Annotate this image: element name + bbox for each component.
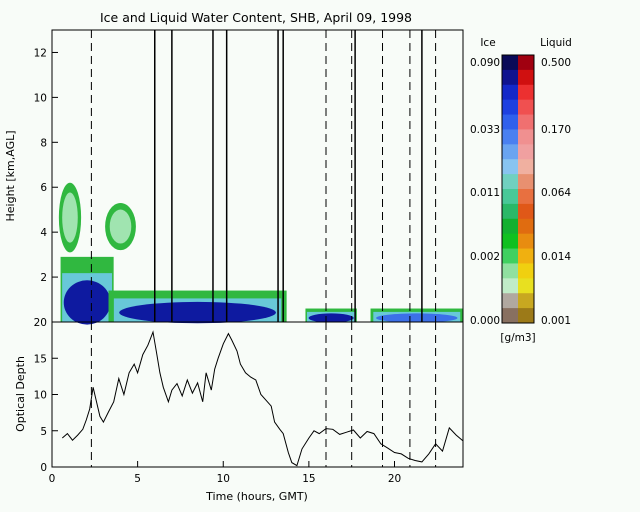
- colorbar-ice-swatch: [502, 233, 518, 250]
- colorbar-liquid-swatch: [518, 55, 534, 71]
- cloud-region-1: [58, 182, 82, 253]
- colorbar-liquid-swatch: [518, 263, 534, 279]
- optical-depth-series: [61, 330, 464, 467]
- colorbar-ice-header: Ice: [480, 37, 495, 49]
- optical-depth-axis-label: Optical Depth: [14, 356, 27, 432]
- cloud-region-5: [305, 308, 357, 323]
- cloud-core: [376, 313, 458, 323]
- cloud-region-2: [105, 202, 136, 251]
- time-tick-label: 0: [49, 473, 56, 485]
- cloud-region-3: [60, 256, 114, 325]
- colorbar-liquid-label: 0.014: [541, 251, 571, 263]
- optical-depth-tick-label: 15: [34, 353, 47, 365]
- colorbar-labels: 0.090 0.033 0.011 0.002 0.000 0.500 0.170 0.064…: [470, 57, 571, 327]
- height-tick-label: 2: [40, 272, 47, 284]
- time-markers-top: [90, 30, 437, 322]
- colorbar-ice-swatch: [502, 308, 518, 324]
- colorbar-ice-swatch: [502, 159, 518, 175]
- colorbar-ice-swatch: [502, 218, 518, 235]
- colorbar-liquid-swatch: [518, 189, 534, 205]
- colorbar-liquid-swatch: [518, 144, 534, 160]
- colorbar-liquid-strip: [518, 55, 534, 324]
- colorbar-ice-swatch: [502, 114, 518, 130]
- colorbar-liquid-header: Liquid: [540, 37, 572, 49]
- height-tick-label: 10: [34, 92, 47, 104]
- optical-depth-tick-label: 20: [34, 317, 47, 329]
- chart-title: Ice and Liquid Water Content, SHB, April…: [100, 10, 412, 25]
- colorbar-liquid-swatch: [518, 248, 534, 264]
- optical-depth-line: [61, 330, 464, 467]
- height-tick-label: 12: [34, 47, 47, 59]
- colorbar-ice-label: 0.090: [470, 57, 500, 69]
- optical-depth-panel: 0 5 10 15 20 0 5 10 15 20 Optical Depth Time (ho…: [14, 317, 464, 503]
- colorbar-liquid-label: 0.170: [541, 124, 571, 136]
- cloud-core: [62, 192, 78, 243]
- height-tick-label: 6: [40, 182, 47, 194]
- colorbar-liquid-swatch: [518, 278, 534, 294]
- colorbar-ice-label: 0.033: [470, 124, 500, 136]
- colorbar-liquid-swatch: [518, 159, 534, 175]
- colorbar-frame: [501, 54, 535, 324]
- colorbar-ice-swatch: [502, 55, 518, 71]
- colorbar-ice-swatch: [502, 263, 518, 279]
- colorbar-ice-swatch: [502, 84, 518, 101]
- colorbar-ice-swatch: [502, 293, 518, 309]
- height-axis-label: Height [km,AGL]: [4, 130, 17, 221]
- time-tick-label: 15: [302, 473, 315, 485]
- optical-depth-tick-label: 0: [40, 462, 47, 474]
- time-tick-label: 10: [217, 473, 230, 485]
- colorbar-ice-swatch: [502, 69, 518, 86]
- colorbar-ice-swatch: [502, 144, 518, 160]
- cloud-region-6: [370, 308, 463, 323]
- cloud-core: [109, 209, 132, 244]
- time-tick-label: 20: [388, 473, 401, 485]
- water-content-panel: 2 4 6 8 10 12 Height [km,AGL]: [4, 29, 464, 325]
- cloud-regions: [58, 182, 463, 325]
- cloud-core: [63, 280, 111, 325]
- colorbar-ice-swatch: [502, 99, 518, 116]
- colorbar-liquid-label: 0.064: [541, 187, 571, 199]
- colorbar-liquid-label: 0.001: [541, 315, 571, 327]
- colorbar-liquid-swatch: [518, 84, 534, 101]
- colorbar-ice-strip: [502, 55, 518, 324]
- colorbar-ice-label: 0.002: [470, 251, 500, 263]
- colorbar-liquid-swatch: [518, 114, 534, 130]
- time-tick-label: 5: [134, 473, 141, 485]
- cloud-region-4: [108, 290, 287, 324]
- colorbar-liquid-swatch: [518, 218, 534, 235]
- colorbar: Ice Liquid 0.090 0.033 0.011 0.002 0.000 0.50…: [470, 37, 572, 344]
- colorbar-ice-swatch: [502, 203, 518, 220]
- colorbar-liquid-swatch: [518, 174, 534, 190]
- colorbar-liquid-swatch: [518, 308, 534, 324]
- height-ticks: 2 4 6 8 10 12: [34, 47, 58, 284]
- time-ticks: 0 5 10 15 20: [49, 461, 401, 485]
- colorbar-liquid-swatch: [518, 203, 534, 220]
- colorbar-liquid-swatch: [518, 129, 534, 145]
- cloud-core: [308, 313, 354, 323]
- colorbar-liquid-label: 0.500: [541, 57, 571, 69]
- colorbar-ice-label: 0.000: [470, 315, 500, 327]
- colorbar-unit: [g/m3]: [500, 332, 535, 344]
- colorbar-ice-swatch: [502, 278, 518, 294]
- optical-depth-tick-label: 5: [40, 426, 47, 438]
- time-axis-label: Time (hours, GMT): [205, 490, 308, 503]
- time-markers-bottom: [90, 322, 437, 467]
- cloud-core: [119, 301, 276, 324]
- height-tick-label: 4: [40, 227, 47, 239]
- colorbar-ice-swatch: [502, 129, 518, 145]
- colorbar-liquid-swatch: [518, 69, 534, 86]
- colorbar-liquid-swatch: [518, 293, 534, 309]
- colorbar-ice-swatch: [502, 174, 518, 190]
- height-tick-label: 8: [40, 137, 47, 149]
- colorbar-ice-swatch: [502, 189, 518, 205]
- colorbar-ice-label: 0.011: [470, 187, 500, 199]
- optical-depth-tick-label: 10: [34, 390, 47, 402]
- colorbar-liquid-swatch: [518, 99, 534, 116]
- colorbar-liquid-swatch: [518, 233, 534, 250]
- colorbar-ice-swatch: [502, 248, 518, 264]
- optical-depth-ticks: 0 5 10 15 20: [34, 317, 58, 474]
